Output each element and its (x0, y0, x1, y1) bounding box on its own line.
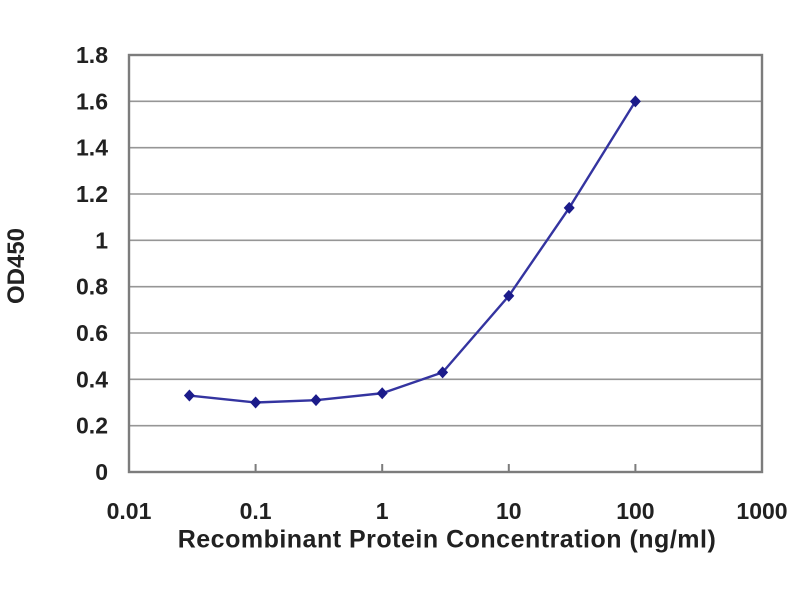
data-point-marker (376, 387, 388, 400)
x-tick-label: 100 (616, 498, 654, 524)
data-point-marker (629, 95, 641, 108)
data-point-marker (310, 394, 322, 407)
y-tick-label: 0.6 (76, 320, 108, 346)
y-tick-label: 0.8 (76, 274, 108, 300)
series-line (189, 100, 637, 404)
y-tick-label: 1.4 (76, 135, 108, 161)
y-tick-label: 0.4 (76, 366, 108, 392)
x-tick-label: 10 (496, 498, 522, 524)
x-tick-label: 0.01 (107, 498, 152, 524)
x-axis-title: Recombinant Protein Concentration (ng/ml… (177, 525, 717, 554)
x-tick-label: 1 (376, 498, 389, 524)
data-point-marker (250, 396, 262, 409)
y-axis-title: OD450 (3, 227, 30, 305)
y-tick-label: 0.2 (76, 413, 108, 439)
y-tick-label: 0 (95, 459, 108, 485)
data-point-marker (563, 201, 575, 214)
y-tick-label: 1 (95, 227, 108, 253)
y-tick-label: 1.2 (76, 181, 108, 207)
plot-frame (127, 53, 764, 474)
data-point-marker (503, 289, 515, 302)
data-point-marker (183, 389, 195, 402)
y-tick-label: 1.6 (76, 88, 108, 114)
y-tick-label: 1.8 (76, 42, 108, 68)
x-tick-label: 1000 (736, 498, 787, 524)
data-point-marker (437, 366, 449, 379)
x-tick-label: 0.1 (240, 498, 272, 524)
